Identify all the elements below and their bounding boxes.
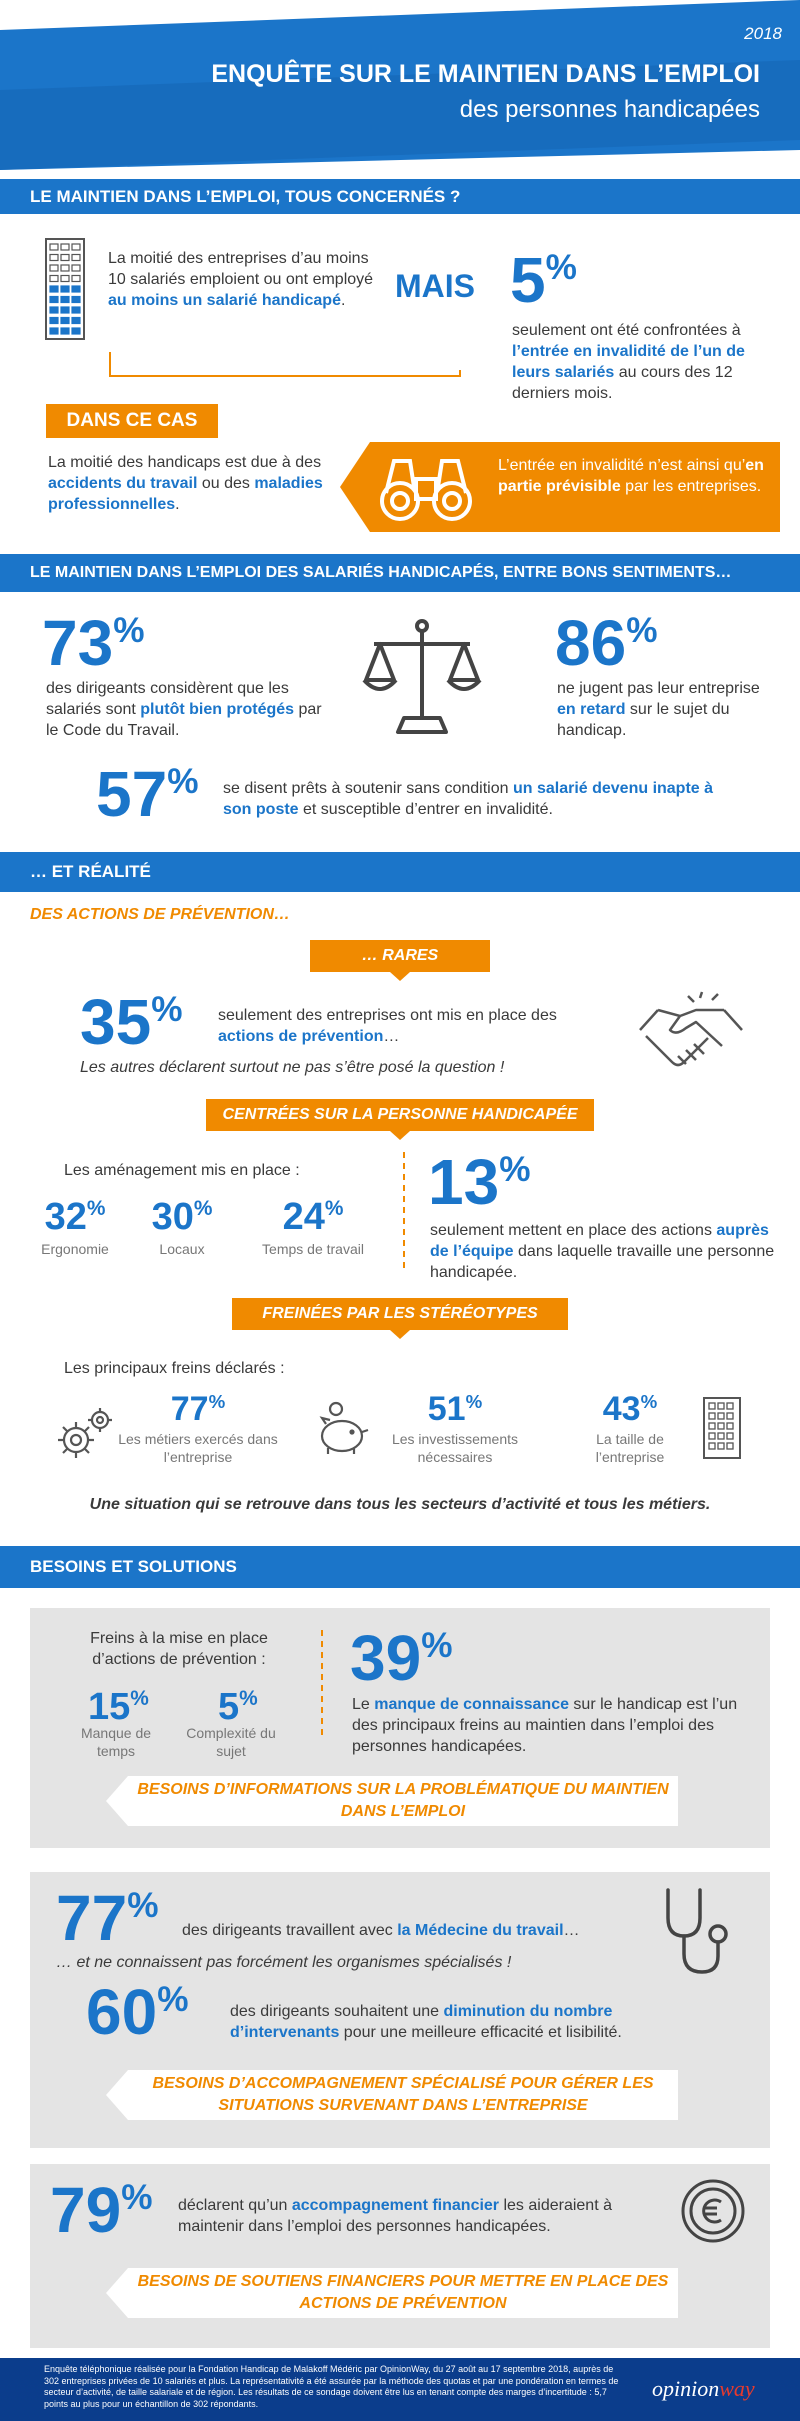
handshake-icon [639, 991, 743, 1067]
amenagement-label: Locaux [159, 1241, 205, 1257]
pct-79: 79% [50, 2174, 153, 2246]
pct-15: 15% [88, 1686, 149, 1728]
connector-line [109, 352, 461, 377]
euro-coin-icon [681, 2179, 745, 2243]
opinionway-logo: opinionway [652, 2376, 755, 2401]
frein-pct: 43% [602, 1390, 658, 1428]
scales-icon [362, 619, 482, 734]
freinees-arrow [390, 1330, 410, 1339]
amenagement-pct: 32% [44, 1196, 106, 1238]
footer-methodology: Enquête téléphonique réalisée pour la Fo… [44, 2364, 619, 2409]
amenagement-label: Temps de travail [262, 1241, 364, 1257]
centrees-label: CENTRÉES SUR LA PERSONNE HANDICAPÉE [206, 1099, 594, 1131]
stat-half-companies: La moitié des entreprises d’au moins 10 … [108, 250, 374, 309]
frein-label: La taille de l’entreprise [595, 1431, 665, 1465]
stat-handicap-causes: La moitié des handicaps est due à des ac… [48, 454, 323, 513]
pct-35-note: Les autres déclarent surtout ne pas s’êt… [80, 1059, 505, 1076]
amenagement-pct: 30% [151, 1196, 213, 1238]
stethoscope-icon [666, 1888, 728, 1974]
office-building-icon [703, 1397, 741, 1459]
header-background [0, 0, 800, 170]
pct-60-text: des dirigeants souhaitent une diminution… [230, 2003, 622, 2041]
amenagement-pct: 24% [282, 1196, 344, 1238]
pct-15-label: Manque de temps [80, 1725, 152, 1759]
pct-5: 5% [510, 244, 577, 316]
section-heading-besoins: BESOINS ET SOLUTIONS [0, 1546, 800, 1588]
binoculars-icon [380, 459, 472, 521]
rares-label: … RARES [310, 940, 490, 972]
pct-77b: 77% [56, 1882, 159, 1954]
rares-arrow [390, 972, 410, 981]
centrees-arrow [390, 1131, 410, 1140]
situation-conclusion: Une situation qui se retrouve dans tous … [89, 1496, 711, 1513]
pct-35-text: seulement des entreprises ont mis en pla… [218, 1007, 557, 1045]
pct-5b-label: Complexité du sujet [186, 1725, 276, 1759]
banner-besoins-informations: BESOINS D’INFORMATIONS SUR LA PROBLÉMATI… [106, 1776, 678, 1826]
pct-73-text: des dirigeants considèrent que les salar… [46, 680, 322, 739]
amenagements-label: Les aménagement mis en place : [64, 1162, 300, 1179]
frein-pct: 77% [170, 1390, 226, 1428]
gears-icon [58, 1408, 112, 1458]
survey-year: 2018 [744, 24, 782, 43]
dans-ce-cas-label: DANS CE CAS [46, 404, 218, 438]
pct-5-text: seulement ont été confrontées à l’entrée… [512, 322, 745, 402]
pct-13-text: seulement mettent en place des actions a… [430, 1222, 775, 1281]
frein-pct: 51% [427, 1390, 483, 1428]
pct-39-text: Le manque de connaissance sur le handica… [352, 1696, 738, 1755]
section-heading-tous-concernes: LE MAINTIEN DANS L’EMPLOI, TOUS CONCERNÉ… [0, 179, 800, 214]
pct-77b-note: … et ne connaissent pas forcément les or… [56, 1954, 512, 1971]
footer [0, 2358, 800, 2421]
freins-title: Freins à la mise en place d’actions de p… [90, 1630, 268, 1668]
banner-besoins-financiers: BESOINS DE SOUTIENS FINANCIERS POUR METT… [106, 2268, 678, 2318]
section-heading-bons-sentiments: LE MAINTIEN DANS L’EMPLOI DES SALARIÉS H… [0, 554, 800, 592]
banner-besoins-accompagnement: BESOINS D’ACCOMPAGNEMENT SPÉCIALISÉ POUR… [106, 2070, 678, 2120]
pct-5b: 5% [218, 1686, 258, 1728]
pct-57: 57% [96, 758, 199, 830]
header: 2018 ENQUÊTE SUR LE MAINTIEN DANS L’EMPL… [0, 0, 800, 170]
prevention-subheading: DES ACTIONS DE PRÉVENTION… [30, 906, 290, 923]
mais-label: MAIS [395, 268, 475, 304]
frein-label: Les investissements nécessaires [391, 1431, 519, 1465]
pct-57-text: se disent prêts à soutenir sans conditio… [223, 780, 714, 818]
pct-60: 60% [86, 1976, 189, 2048]
pct-79-text: déclarent qu’un accompagnement financier… [178, 2197, 612, 2235]
pct-13: 13% [428, 1146, 531, 1218]
section-heading-realite: … ET RÉALITÉ [0, 852, 800, 892]
piggy-bank-icon [319, 1401, 369, 1454]
dashed-divider [403, 1152, 405, 1272]
page-title: ENQUÊTE SUR LE MAINTIEN DANS L’EMPLOI [211, 60, 760, 88]
pct-86-text: ne jugent pas leur entreprise en retard … [557, 680, 760, 739]
freins-label: Les principaux freins déclarés : [64, 1360, 285, 1377]
pct-77b-text: des dirigeants travaillent avec la Médec… [182, 1922, 580, 1939]
freinees-label: FREINÉES PAR LES STÉRÉOTYPES [232, 1298, 568, 1330]
pct-73: 73% [42, 607, 145, 679]
page-subtitle: des personnes handicapées [459, 96, 760, 123]
amenagement-label: Ergonomie [41, 1241, 109, 1257]
dashed-divider-2 [321, 1630, 323, 1740]
pct-39: 39% [350, 1622, 453, 1694]
pct-35: 35% [80, 986, 183, 1058]
orange-callout-text: L’entrée en invalidité n’est ainsi qu’en… [498, 457, 764, 495]
frein-label: Les métiers exercés dans l’entreprise [118, 1431, 278, 1465]
pct-86: 86% [555, 607, 658, 679]
building-icon [45, 238, 85, 340]
